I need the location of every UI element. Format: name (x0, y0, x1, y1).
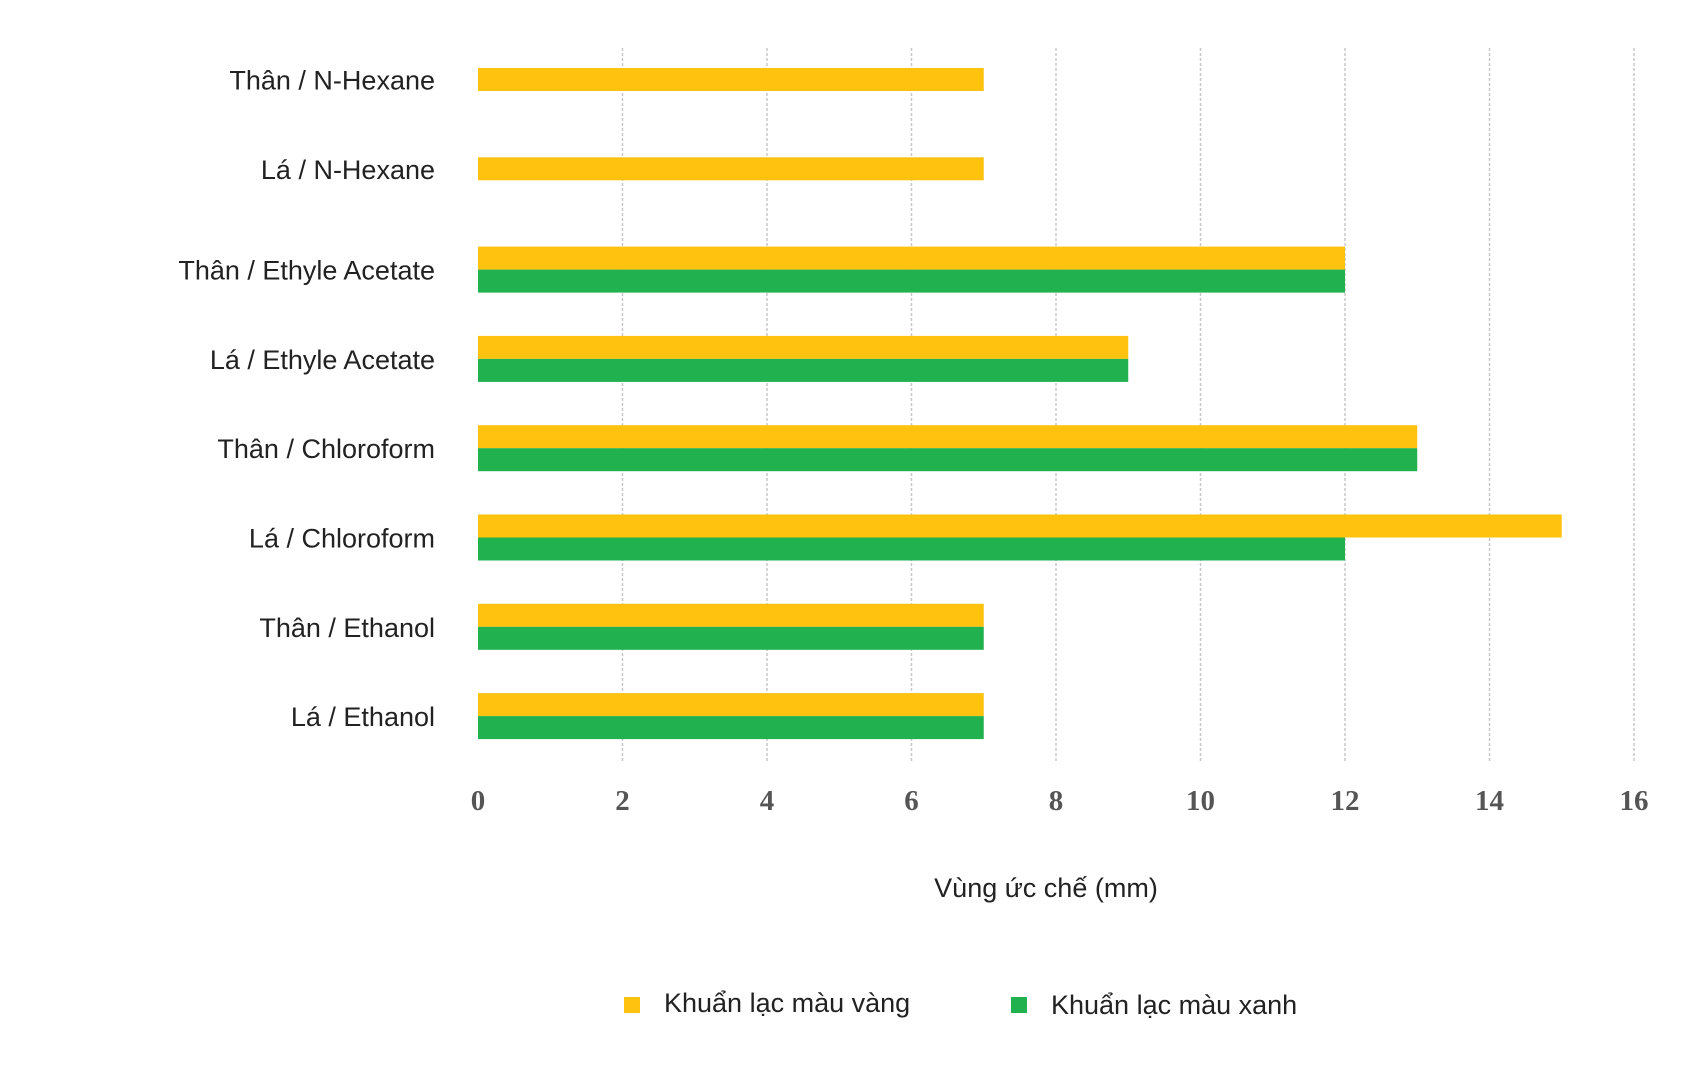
bars (478, 68, 1562, 740)
bar (478, 269, 1345, 293)
bar (478, 537, 1345, 561)
bar (478, 514, 1562, 538)
bar (478, 603, 984, 627)
bar (478, 68, 984, 91)
bar (478, 626, 984, 650)
x-tick-label: 16 (1620, 785, 1649, 817)
category-label: Thân / Ethanol (259, 613, 435, 643)
legend-swatch-yellow (624, 997, 640, 1013)
category-label: Lá / Ethyle Acetate (210, 345, 435, 375)
x-tick-labels: 0 2 4 6 8 10 12 14 16 (471, 785, 1649, 817)
bar (478, 157, 984, 181)
legend: Khuẩn lạc màu vàng Khuẩn lạc màu xanh (624, 988, 1297, 1020)
bar (478, 358, 1129, 382)
bar (478, 335, 1129, 359)
legend-swatch-green (1011, 997, 1027, 1013)
bar (478, 246, 1345, 270)
bar (478, 693, 984, 717)
category-label: Thân / Ethyle Acetate (178, 256, 435, 286)
legend-label-green: Khuẩn lạc màu xanh (1051, 990, 1297, 1020)
x-axis-title: Vùng ức chế (mm) (934, 873, 1158, 903)
x-tick-label: 4 (760, 785, 775, 817)
x-tick-label: 6 (904, 785, 919, 817)
x-tick-label: 0 (471, 785, 486, 817)
category-labels: Thân / N-Hexane Lá / N-Hexane Thân / Ethyl… (178, 66, 435, 733)
gridlines (621, 48, 1635, 762)
x-tick-label: 10 (1186, 785, 1215, 817)
category-label: Thân / N-Hexane (229, 66, 435, 96)
category-label: Lá / Ethanol (291, 702, 435, 732)
category-label: Lá / N-Hexane (261, 155, 435, 185)
category-label: Thân / Chloroform (217, 434, 435, 464)
bar (478, 448, 1418, 472)
category-label: Lá / Chloroform (249, 524, 435, 554)
bar (478, 716, 984, 740)
x-tick-label: 8 (1049, 785, 1064, 817)
x-tick-label: 2 (615, 785, 630, 817)
bar (478, 425, 1418, 449)
x-tick-label: 12 (1331, 785, 1360, 817)
x-tick-label: 14 (1475, 785, 1504, 817)
legend-label-yellow: Khuẩn lạc màu vàng (664, 988, 910, 1018)
